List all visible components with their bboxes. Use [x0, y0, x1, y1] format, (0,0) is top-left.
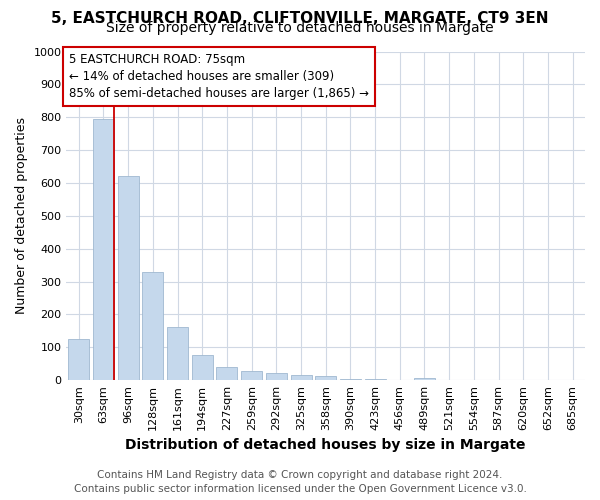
Bar	[167, 326, 188, 380]
Bar	[118, 176, 139, 380]
Bar	[414, 378, 435, 380]
X-axis label: Distribution of detached houses by size in Margate: Distribution of detached houses by size …	[125, 438, 526, 452]
Bar	[142, 272, 163, 380]
Bar	[266, 373, 287, 380]
Bar	[192, 354, 213, 380]
Bar	[290, 376, 311, 380]
Bar	[315, 376, 336, 380]
Text: 5, EASTCHURCH ROAD, CLIFTONVILLE, MARGATE, CT9 3EN: 5, EASTCHURCH ROAD, CLIFTONVILLE, MARGAT…	[51, 11, 549, 26]
Text: Contains HM Land Registry data © Crown copyright and database right 2024.
Contai: Contains HM Land Registry data © Crown c…	[74, 470, 526, 494]
Bar	[340, 378, 361, 380]
Bar	[93, 119, 114, 380]
Bar	[241, 371, 262, 380]
Text: 5 EASTCHURCH ROAD: 75sqm
← 14% of detached houses are smaller (309)
85% of semi-: 5 EASTCHURCH ROAD: 75sqm ← 14% of detach…	[69, 53, 369, 100]
Bar	[68, 339, 89, 380]
Text: Size of property relative to detached houses in Margate: Size of property relative to detached ho…	[106, 21, 494, 35]
Bar	[365, 378, 386, 380]
Bar	[217, 367, 238, 380]
Y-axis label: Number of detached properties: Number of detached properties	[15, 118, 28, 314]
